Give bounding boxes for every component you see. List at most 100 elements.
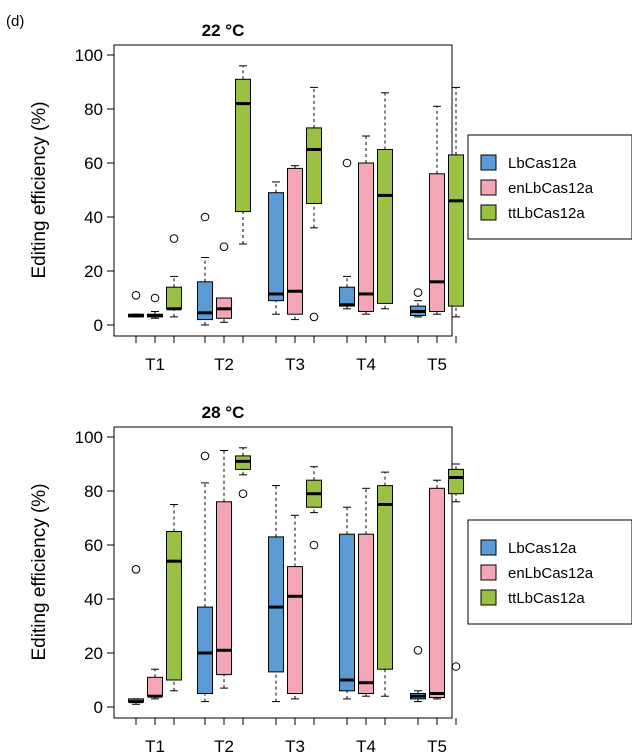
box-iqr	[448, 468, 464, 495]
legend-label: ttLbCas12a	[508, 590, 585, 607]
box-ttLbCas12a-T1	[166, 234, 182, 318]
y-tick-label: 0	[94, 316, 103, 335]
y-axis-label: Editing efficiency (%)	[29, 483, 50, 660]
box-ttLbCas12a-T3	[306, 466, 322, 550]
y-axis: 0 20 40 60 80 100	[75, 46, 114, 335]
box-iqr	[377, 149, 393, 304]
outlier-point	[451, 662, 461, 671]
box-LbCas12a-T1	[128, 291, 144, 318]
box-LbCas12a-T5	[410, 288, 426, 318]
y-tick-label: 80	[84, 482, 103, 501]
box-iqr	[147, 676, 163, 697]
box-LbCas12a-T1	[128, 565, 144, 705]
box-iqr	[166, 531, 182, 681]
box-iqr	[166, 286, 182, 310]
box-iqr	[268, 192, 284, 302]
outlier-point	[413, 646, 423, 655]
box-enLbCas12a-T5	[429, 105, 445, 315]
box-ttLbCas12a-T5	[448, 86, 464, 318]
plot-frame	[113, 426, 453, 719]
box-ttLbCas12a-T2	[235, 65, 251, 245]
outlier-point	[219, 242, 229, 251]
outlier-point	[238, 489, 248, 499]
box-LbCas12a-T4	[339, 506, 355, 700]
y-tick-label: 80	[84, 100, 103, 119]
box-iqr	[287, 167, 303, 315]
box-iqr	[377, 485, 393, 670]
x-category-label: T2	[214, 355, 234, 374]
outlier-point	[131, 565, 141, 574]
y-axis: 0 20 40 60 80 100	[75, 428, 114, 717]
box-iqr	[287, 566, 303, 694]
y-tick-label: 100	[75, 46, 103, 65]
outlier-point	[169, 234, 179, 243]
y-tick-label: 40	[84, 208, 103, 227]
outlier-point	[200, 212, 210, 222]
box-enLbCas12a-T2	[216, 450, 232, 689]
outlier-point	[342, 158, 352, 168]
box-LbCas12a-T2	[197, 212, 213, 326]
box-iqr	[235, 78, 251, 213]
x-axis: T1 T2 T3 T4 T5	[135, 336, 457, 374]
x-category-label: T1	[145, 355, 165, 374]
box-LbCas12a-T4	[339, 158, 355, 310]
box-iqr	[216, 501, 232, 676]
legend: LbCas12a enLbCas12a ttLbCas12a	[467, 134, 632, 240]
box-ttLbCas12a-T1	[166, 504, 182, 692]
box-ttLbCas12a-T4	[377, 471, 393, 697]
outlier-point	[309, 312, 319, 322]
x-category-label: T5	[427, 355, 447, 374]
y-tick-label: 20	[84, 644, 103, 663]
x-category-label: T4	[356, 737, 376, 752]
box-enLbCas12a-T1	[147, 668, 163, 700]
legend-label: ttLbCas12a	[508, 205, 585, 222]
y-tick-label: 100	[75, 428, 103, 447]
box-ttLbCas12a-T4	[377, 92, 393, 310]
box-iqr	[268, 536, 284, 673]
box-enLbCas12a-T1	[147, 293, 163, 319]
x-category-label: T2	[214, 737, 234, 752]
legend-swatch	[480, 179, 497, 196]
legend-swatch	[480, 154, 497, 171]
box-enLbCas12a-T2	[216, 242, 232, 323]
x-category-label: T5	[427, 737, 447, 752]
box-iqr	[429, 487, 445, 699]
box-iqr	[448, 154, 464, 307]
box-enLbCas12a-T4	[358, 135, 374, 315]
chart-title: 22 °C	[202, 21, 245, 40]
x-axis: T1 T2 T3 T4 T5	[135, 718, 457, 752]
y-tick-label: 0	[94, 698, 103, 717]
box-LbCas12a-T3	[268, 181, 284, 315]
box-iqr	[358, 533, 374, 695]
box-LbCas12a-T2	[197, 451, 213, 703]
x-category-label: T3	[285, 355, 305, 374]
y-tick-label: 60	[84, 536, 103, 555]
chart-title: 28 °C	[202, 403, 245, 422]
legend-label: LbCas12a	[508, 155, 577, 172]
box-LbCas12a-T5	[410, 646, 426, 703]
y-tick-label: 60	[84, 154, 103, 173]
outlier-point	[131, 291, 141, 300]
box-enLbCas12a-T3	[287, 165, 303, 321]
box-enLbCas12a-T4	[358, 487, 374, 697]
y-axis-label: Editing efficiency (%)	[29, 101, 50, 278]
box-enLbCas12a-T5	[429, 479, 445, 700]
outlier-point	[309, 540, 319, 550]
box-iqr	[306, 127, 322, 204]
x-category-label: T1	[145, 737, 165, 752]
chart-28c: 28 °C Editing efficiency (%) 0 20 40 60 80 100 T…	[29, 403, 632, 752]
x-category-label: T3	[285, 737, 305, 752]
legend-swatch	[480, 564, 497, 581]
box-iqr	[197, 281, 213, 321]
y-tick-label: 20	[84, 262, 103, 281]
box-enLbCas12a-T3	[287, 514, 303, 700]
y-tick-label: 40	[84, 590, 103, 609]
box-iqr	[197, 606, 213, 694]
box-ttLbCas12a-T2	[235, 447, 251, 499]
outlier-point	[150, 293, 160, 303]
legend-label: enLbCas12a	[508, 180, 594, 197]
box-LbCas12a-T3	[268, 485, 284, 703]
outlier-point	[200, 451, 210, 461]
chart-22c: 22 °C Editing efficiency (%) 0 20 40 60 80 100 T…	[29, 21, 632, 374]
